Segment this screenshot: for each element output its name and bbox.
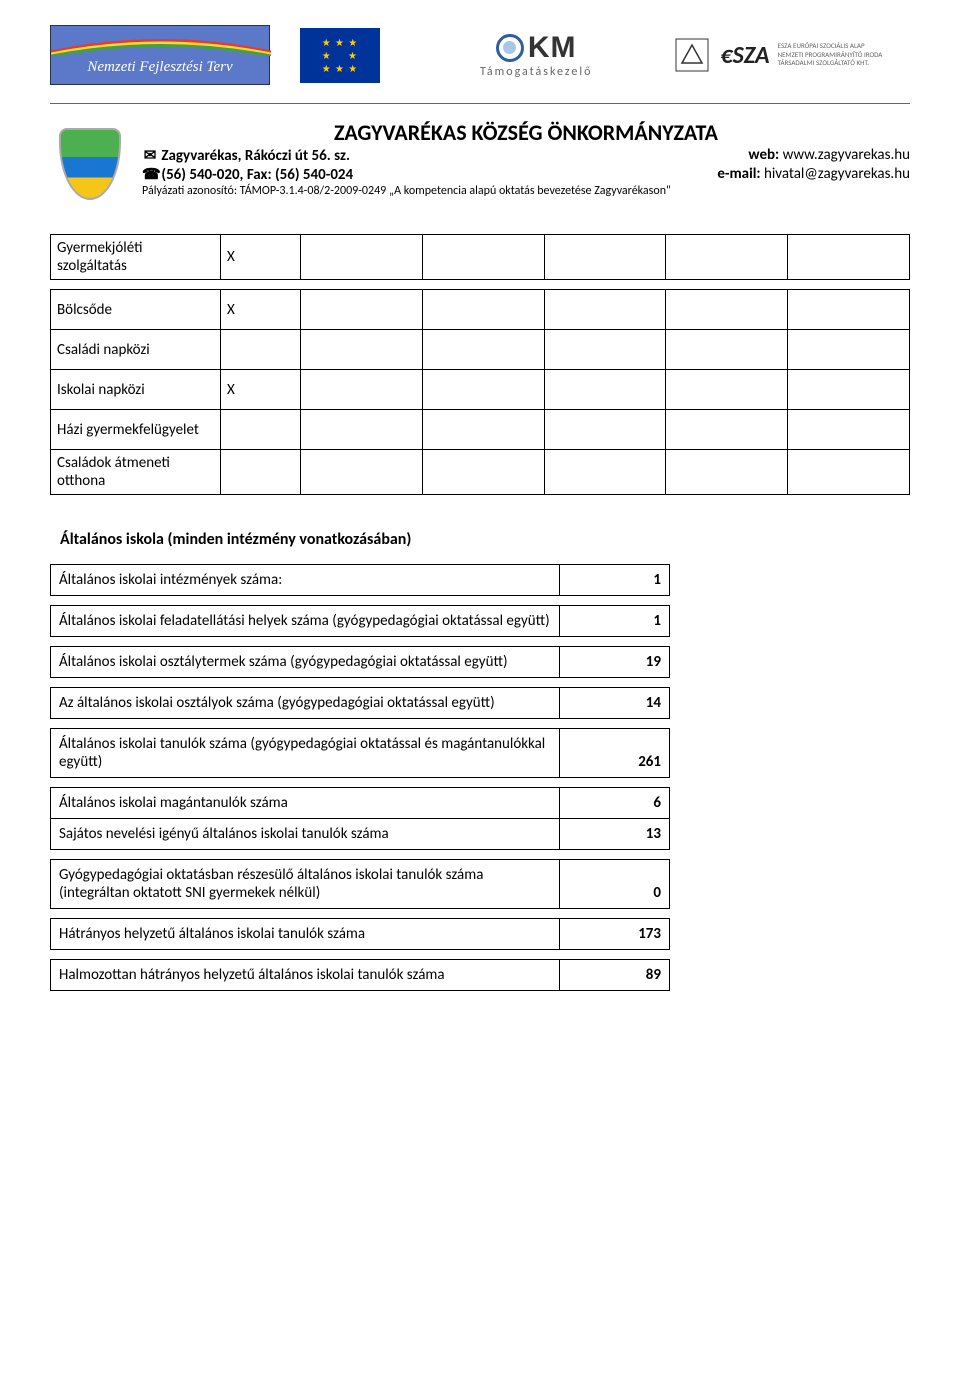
esza-text: €SZA [720, 41, 769, 70]
nft-logo: Nemzeti Fejlesztési Terv [50, 25, 270, 85]
stat-value: 13 [560, 819, 670, 850]
stat-label: Általános iskolai tanulók száma (gyógype… [51, 729, 560, 778]
stat-label: Általános iskolai osztálytermek száma (g… [51, 647, 560, 678]
table-row: Halmozottan hátrányos helyzetű általános… [51, 960, 670, 991]
stat-label: Gyógypedagógiai oktatásban részesülő ált… [51, 860, 560, 909]
table-row: Gyógypedagógiai oktatásban részesülő ált… [51, 860, 670, 909]
esza-crest-icon [672, 35, 712, 75]
table-row: Iskolai napközi X [51, 370, 910, 410]
web-value: www.zagyvarekas.hu [783, 146, 910, 164]
divider [50, 103, 910, 104]
section-title: Általános iskola (minden intézmény vonat… [60, 530, 910, 549]
services-table: Gyermekjóléti szolgáltatás X Bölcsőde X … [50, 234, 910, 495]
okm-text: KM [528, 31, 577, 65]
phone-icon: ☎ [142, 165, 158, 184]
cell-label: Családi napközi [51, 330, 221, 370]
cell-label: Családok átmeneti otthona [51, 450, 221, 495]
stat-label: Halmozottan hátrányos helyzetű általános… [51, 960, 560, 991]
stat-label: Általános iskolai feladatellátási helyek… [51, 606, 560, 637]
table-row: Az általános iskolai osztályok száma (gy… [51, 688, 670, 719]
table-row: Gyermekjóléti szolgáltatás X [51, 235, 910, 280]
cell-label: Bölcsőde [51, 290, 221, 330]
phone-text: (56) 540-020, Fax: (56) 540-024 [161, 166, 353, 184]
table-row: Hátrányos helyzetű általános iskolai tan… [51, 919, 670, 950]
email-label: e-mail: [717, 165, 760, 183]
nft-rainbow-icon [51, 34, 271, 56]
stat-value: 19 [560, 647, 670, 678]
okm-logo-main: KM [496, 31, 577, 65]
shield-icon [59, 128, 121, 200]
stat-value: 261 [560, 729, 670, 778]
web-label: web: [748, 146, 779, 164]
table-row: Általános iskolai feladatellátási helyek… [51, 606, 670, 637]
table-row: Családok átmeneti otthona [51, 450, 910, 495]
stat-value: 6 [560, 788, 670, 819]
email-value: hivatal@zagyvarekas.hu [764, 165, 910, 183]
okm-logo: KM Támogatáskezelő [480, 31, 592, 79]
esza-logo: €SZA ESZA EURÓPAI SZOCIÁLIS ALAP NEMZETI… [672, 35, 882, 75]
table-row: Sajátos nevelési igényű általános iskola… [51, 819, 670, 850]
esza-sub3: TÁRSADALMI SZOLGÁLTATÓ KHT. [778, 59, 883, 67]
cell-label: Iskolai napközi [51, 370, 221, 410]
stat-label: Az általános iskolai osztályok száma (gy… [51, 688, 560, 719]
cell-label: Házi gyermekfelügyelet [51, 410, 221, 450]
table-row: Általános iskolai tanulók száma (gyógype… [51, 729, 670, 778]
cell-value [221, 330, 301, 370]
project-id-text: Pályázati azonosító: TÁMOP-3.1.4-08/2-20… [142, 184, 910, 198]
table-row: Általános iskolai magántanulók száma 6 [51, 788, 670, 819]
cell-value [221, 410, 301, 450]
municipal-crest [50, 119, 130, 209]
eu-flag-logo: ★ ★ ★★ ★★ ★ ★ [300, 28, 380, 83]
okm-circle-icon [496, 34, 524, 62]
stats-table: Általános iskolai intézmények száma: 1 Á… [50, 564, 670, 991]
table-row: Családi napközi [51, 330, 910, 370]
table-row: Általános iskolai osztálytermek száma (g… [51, 647, 670, 678]
stat-value: 173 [560, 919, 670, 950]
stat-label: Sajátos nevelési igényű általános iskola… [51, 819, 560, 850]
nft-logo-text: Nemzeti Fejlesztési Terv [87, 59, 232, 76]
cell-value: X [221, 290, 301, 330]
address-text: Zagyvarékas, Rákóczi út 56. sz. [161, 147, 350, 165]
stat-label: Általános iskolai magántanulók száma [51, 788, 560, 819]
stat-value: 0 [560, 860, 670, 909]
stat-label: Hátrányos helyzetű általános iskolai tan… [51, 919, 560, 950]
table-row: Általános iskolai intézmények száma: 1 [51, 565, 670, 596]
eu-stars-icon: ★ ★ ★★ ★★ ★ ★ [322, 36, 358, 75]
stat-value: 14 [560, 688, 670, 719]
table-row: Házi gyermekfelügyelet [51, 410, 910, 450]
logo-row: Nemzeti Fejlesztési Terv ★ ★ ★★ ★★ ★ ★ K… [50, 20, 910, 95]
page-title: ZAGYVARÉKAS KÖZSÉG ÖNKORMÁNYZATA [142, 119, 910, 146]
okm-sub-text: Támogatáskezelő [480, 65, 592, 79]
cell-value: X [221, 370, 301, 410]
cell-value: X [221, 235, 301, 280]
stat-value: 1 [560, 565, 670, 596]
table-row: Bölcsőde X [51, 290, 910, 330]
stat-value: 89 [560, 960, 670, 991]
cell-value [221, 450, 301, 495]
header-block: ZAGYVARÉKAS KÖZSÉG ÖNKORMÁNYZATA ✉ Zagyv… [50, 119, 910, 209]
mail-icon: ✉ [142, 146, 158, 165]
stat-value: 1 [560, 606, 670, 637]
stat-label: Általános iskolai intézmények száma: [51, 565, 560, 596]
cell-label: Gyermekjóléti szolgáltatás [51, 235, 221, 280]
